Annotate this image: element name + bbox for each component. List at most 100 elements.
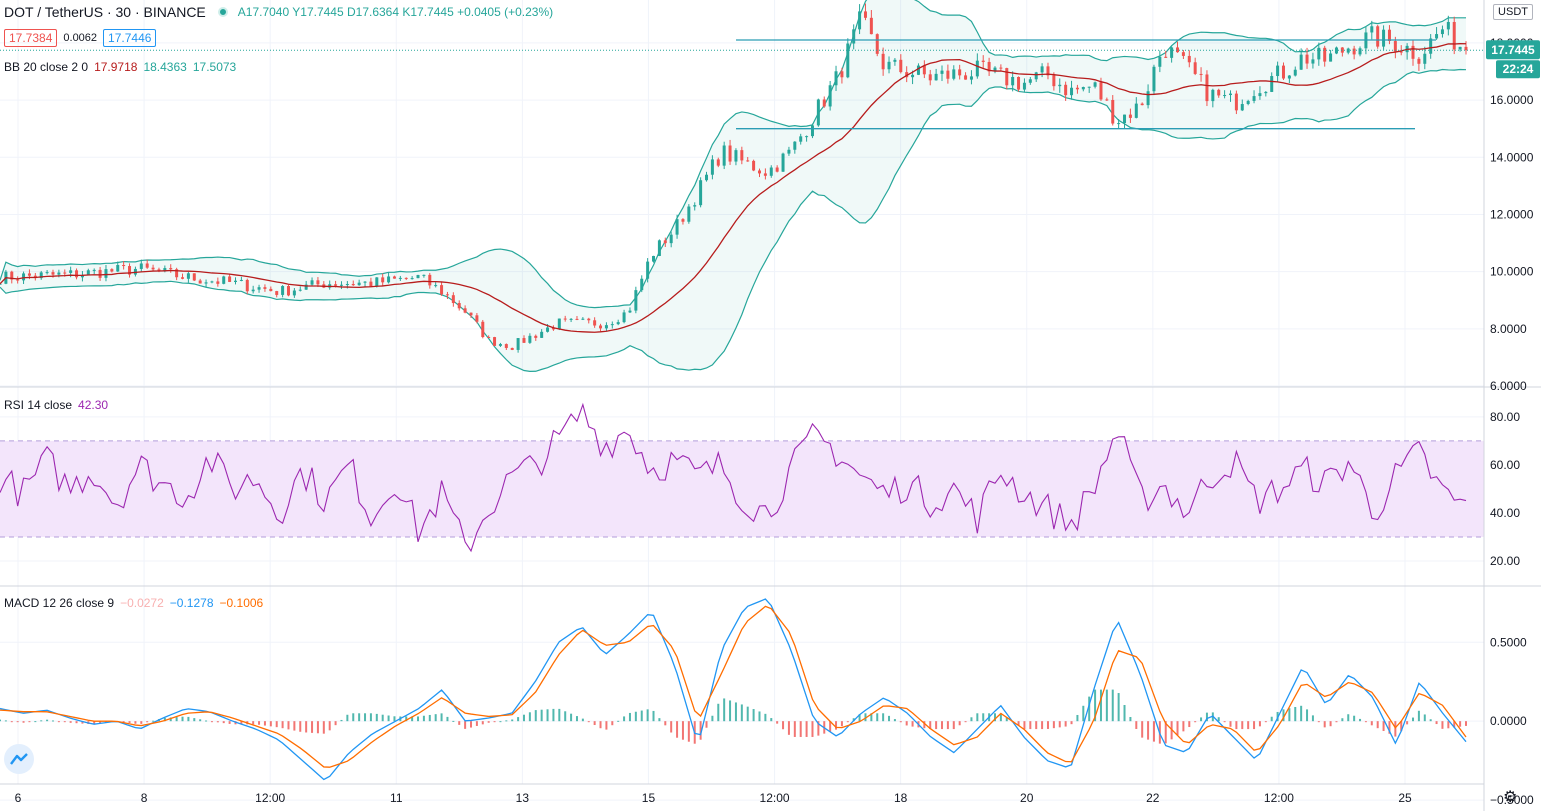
macd-histogram-bar [628,712,631,722]
candle-body [286,286,290,296]
price-tick-label: 10.0000 [1490,265,1534,279]
macd-histogram-bar [1099,689,1102,722]
rsi-legend[interactable]: RSI 14 close 42.30 [4,398,108,412]
last-price-label-bg [1486,40,1540,60]
macd-histogram-bar [776,721,779,724]
macd-histogram-bar [63,721,66,723]
candle-body [1464,46,1468,51]
candle-body [1287,75,1291,79]
candle-body [1270,76,1274,92]
sell-button[interactable]: 17.7384 [4,29,58,47]
macd-histogram-bar [1176,721,1179,736]
macd-histogram-bar [134,721,137,724]
macd-histogram-bar [10,721,13,723]
macd-histogram-bar [593,721,596,726]
macd-histogram-bar [464,721,467,729]
macd-histogram-bar [40,720,43,722]
macd-histogram-bar [1017,721,1020,726]
macd-legend[interactable]: MACD 12 26 close 9 −0.0272 −0.1278 −0.10… [4,596,263,610]
rsi-pane [0,402,1484,553]
candle-body [210,281,214,283]
macd-histogram-bar [163,717,166,722]
settings-gear-icon[interactable]: ⚙ [1503,789,1518,806]
macd-histogram-bar [193,718,196,722]
macd-histogram-bar [1152,721,1155,742]
candle-body [1052,75,1056,87]
macd-histogram-bar [782,721,785,730]
macd-histogram-bar [411,716,414,722]
candle-body [504,344,508,348]
candle-body [1452,21,1456,50]
price-tick-label: 8.0000 [1490,322,1527,336]
macd-histogram-bar [852,718,855,722]
candle-body [298,289,302,291]
candle-body [999,67,1003,69]
candle-body [1223,95,1227,97]
candle-body [899,59,903,73]
candle-body [699,180,703,206]
candle-body [1158,56,1162,67]
candle-body [169,268,173,270]
bb-legend[interactable]: BB 20 close 2 0 17.9718 18.4363 17.5073 [4,60,236,74]
macd-label: MACD 12 26 close 9 [4,596,115,610]
candle-body [1387,29,1391,42]
macd-histogram-bar [687,721,690,742]
macd-histogram-bar [1300,705,1303,722]
candle-body [1011,76,1015,86]
candle-body [1087,86,1091,88]
buy-button[interactable]: 17.7446 [103,29,157,47]
tradingview-logo-icon[interactable] [4,744,34,774]
macd-histogram-bar [670,721,673,733]
candle-body [793,141,797,150]
candle-body [828,85,832,107]
candle-body [92,269,96,271]
macd-line-value: −0.1278 [169,596,214,610]
macd-histogram-bar [364,713,367,722]
candle-body [887,61,891,70]
candle-body [728,145,732,162]
candle-body [75,270,79,278]
candle-body [546,327,550,332]
macd-histogram-bar [846,721,849,723]
symbol-title[interactable]: DOT / TetherUS · 30 · BINANCE [4,4,206,20]
macd-histogram-bar [417,716,420,722]
macd-histogram-bar [888,715,891,722]
macd-histogram-bar [434,714,437,722]
candle-body [0,283,2,285]
candle-body [1458,46,1462,50]
macd-histogram-bar [1429,719,1432,722]
candle-body [593,320,597,326]
macd-histogram-bar [540,709,543,722]
time-axis-label: 18 [894,791,908,805]
macd-histogram-bar [517,717,520,722]
candle-body [610,324,614,326]
macd-histogram-bar [811,721,814,737]
candle-body [269,288,273,292]
candle-body [1193,62,1197,74]
candle-body [528,335,532,343]
macd-histogram-bar [1182,721,1185,732]
candle-body [922,65,926,75]
candle-body [1305,54,1309,64]
candle-body [304,284,308,290]
macd-histogram-bar [770,718,773,722]
candle-body [1205,74,1209,102]
macd-histogram-bar [228,721,231,724]
candle-body [1358,48,1362,55]
trade-buttons: 17.7384 0.0062 17.7446 [4,29,157,47]
candle-body [975,60,979,77]
time-axis-label: 6 [15,791,22,805]
macd-histogram-bar [652,710,655,722]
time-axis-label: 15 [642,791,656,805]
candle-body [634,290,638,311]
candle-body [310,280,314,285]
macd-histogram-bar [1388,721,1391,734]
macd-histogram-bar [970,717,973,722]
candle-body [551,327,555,330]
price-tick-label: 6.0000 [1490,379,1527,393]
candle-body [852,29,856,44]
currency-badge[interactable]: USDT [1493,4,1533,20]
candle-body [934,73,938,81]
